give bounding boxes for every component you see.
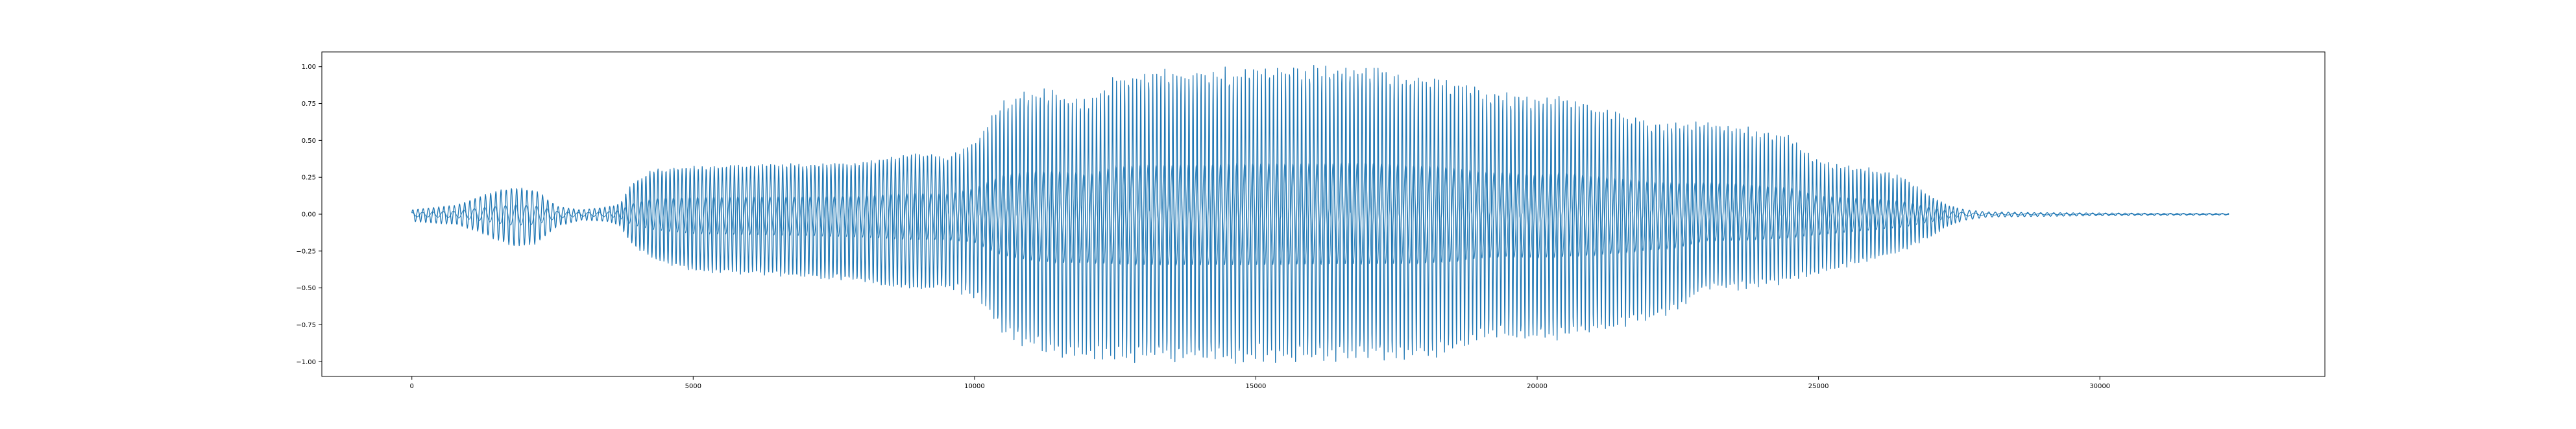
x-axis: 0 5000 10000 15000 20000 25000 30000 — [410, 376, 2110, 390]
x-tick-label: 0 — [410, 383, 414, 390]
y-tick-label: 0.50 — [302, 138, 316, 145]
y-tick-label: −0.25 — [296, 248, 316, 255]
y-tick-label: 0.75 — [302, 101, 316, 108]
x-tick-label: 15000 — [1246, 383, 1267, 390]
y-tick-label: 1.00 — [302, 64, 316, 71]
signal-line — [411, 65, 2230, 364]
x-tick-label: 20000 — [1527, 383, 1548, 390]
x-tick-label: 30000 — [2089, 383, 2110, 390]
y-tick-label: −0.75 — [296, 322, 316, 329]
x-tick-label: 5000 — [685, 383, 701, 390]
x-tick-label: 25000 — [1808, 383, 1829, 390]
signal-series — [411, 65, 2230, 364]
y-tick-label: −1.00 — [296, 359, 316, 366]
x-tick-label: 10000 — [964, 383, 985, 390]
y-tick-label: 0.25 — [302, 175, 316, 182]
y-tick-label: 0.00 — [302, 212, 316, 219]
y-tick-label: −0.50 — [296, 285, 316, 292]
y-axis: 1.00 0.75 0.50 0.25 0.00 −0.25 −0.50 −0.75 −1.00 — [296, 64, 322, 366]
